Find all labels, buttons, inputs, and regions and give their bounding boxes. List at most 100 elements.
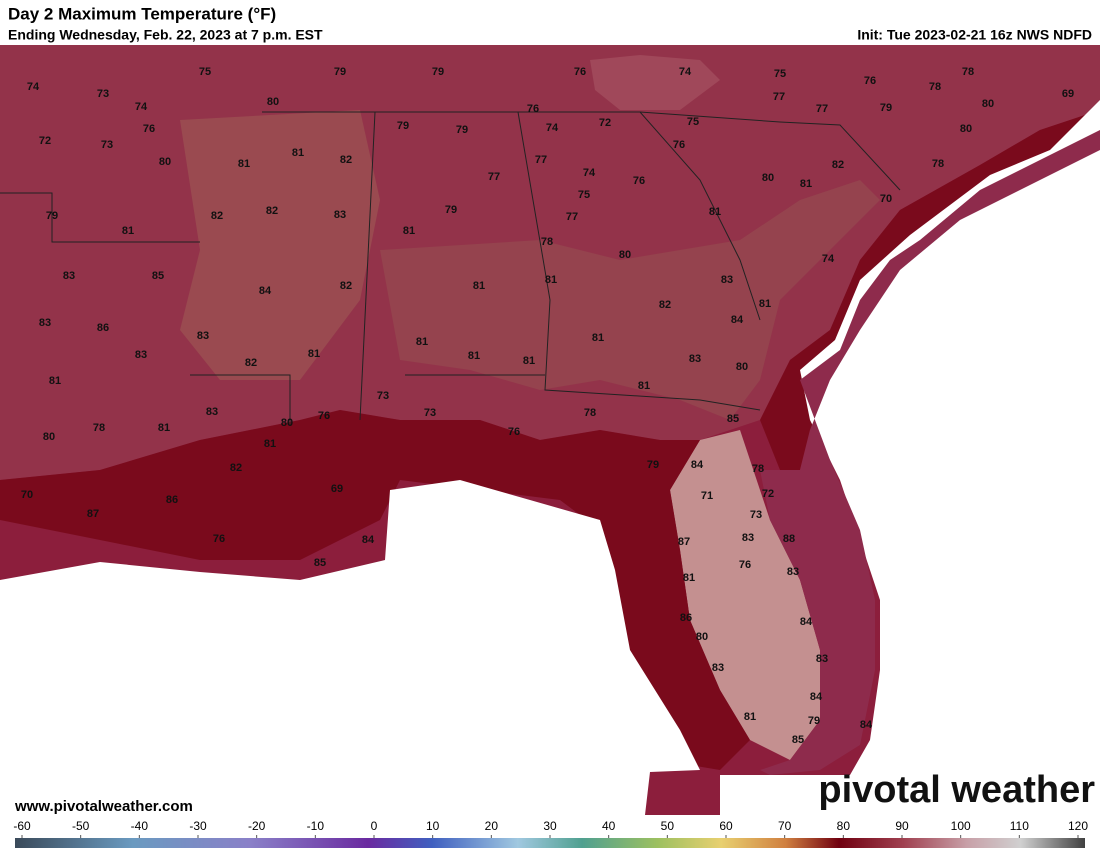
temperature-label: 80 xyxy=(619,249,631,261)
temperature-label: 76 xyxy=(739,559,751,571)
temperature-label: 78 xyxy=(541,236,553,248)
temperature-label: 83 xyxy=(712,662,724,674)
temperature-label: 82 xyxy=(211,210,223,222)
website: www.pivotalweather.com xyxy=(14,798,193,815)
temperature-label: 74 xyxy=(822,253,835,265)
colorbar-tick-label: 40 xyxy=(602,819,616,833)
colorbar-tick-label: 90 xyxy=(895,819,909,833)
temperature-label: 80 xyxy=(960,123,972,135)
temperature-label: 78 xyxy=(932,158,944,170)
temperature-label: 83 xyxy=(334,209,346,221)
temperature-label: 74 xyxy=(135,101,148,113)
colorbar-tick-label: 80 xyxy=(837,819,851,833)
temperature-label: 80 xyxy=(982,98,994,110)
temperature-label: 75 xyxy=(199,66,211,78)
temperature-label: 81 xyxy=(49,375,61,387)
temperature-label: 85 xyxy=(792,734,804,746)
temperature-label: 82 xyxy=(832,159,844,171)
temperature-label: 76 xyxy=(318,410,330,422)
colorbar-tick-label: -30 xyxy=(189,819,207,833)
temperature-label: 81 xyxy=(292,147,304,159)
temperature-label: 80 xyxy=(43,431,55,443)
temperature-label: 80 xyxy=(159,156,171,168)
temperature-label: 81 xyxy=(744,711,756,723)
temperature-label: 76 xyxy=(673,139,685,151)
temperature-label: 71 xyxy=(701,490,713,502)
colorbar-tick-label: 0 xyxy=(371,819,378,833)
temperature-label: 73 xyxy=(750,509,762,521)
temperature-label: 83 xyxy=(63,270,75,282)
temperature-label: 81 xyxy=(468,350,480,362)
temperature-label: 79 xyxy=(432,66,444,78)
temperature-label: 77 xyxy=(488,171,500,183)
temperature-label: 79 xyxy=(880,102,892,114)
temperature-label: 83 xyxy=(39,317,51,329)
colorbar-tick-label: 110 xyxy=(1010,819,1029,833)
colorbar-tick-label: 30 xyxy=(543,819,557,833)
temperature-label: 78 xyxy=(962,66,974,78)
temperature-label: 80 xyxy=(762,172,774,184)
colorbar-tick-label: -20 xyxy=(248,819,266,833)
temperature-label: 69 xyxy=(331,483,343,495)
temperature-label: 84 xyxy=(800,616,813,628)
temperature-label: 73 xyxy=(377,390,389,402)
temperature-label: 73 xyxy=(101,139,113,151)
temperature-label: 70 xyxy=(880,193,892,205)
temperature-label: 83 xyxy=(787,566,799,578)
temperature-label: 85 xyxy=(314,557,326,569)
temperature-label: 75 xyxy=(774,68,786,80)
temperature-label: 84 xyxy=(362,534,375,546)
temperature-label: 81 xyxy=(264,438,276,450)
temperature-label: 72 xyxy=(39,135,51,147)
colorbar-tick-label: -60 xyxy=(13,819,31,833)
temperature-label: 73 xyxy=(97,88,109,100)
temperature-label: 83 xyxy=(206,406,218,418)
temperature-label: 81 xyxy=(592,332,604,344)
temperature-label: 81 xyxy=(800,178,812,190)
temperature-label: 80 xyxy=(696,631,708,643)
temperature-label: 78 xyxy=(929,81,941,93)
temperature-label: 79 xyxy=(647,459,659,471)
temperature-label: 76 xyxy=(864,75,876,87)
temperature-label: 70 xyxy=(21,489,33,501)
temperature-label: 85 xyxy=(152,270,164,282)
colorbar-tick-label: 10 xyxy=(426,819,440,833)
temperature-label: 84 xyxy=(691,459,704,471)
temperature-label: 81 xyxy=(473,280,485,292)
colorbar-tick-label: 70 xyxy=(778,819,792,833)
temperature-label: 81 xyxy=(759,298,771,310)
colorbar-tick-label: -10 xyxy=(307,819,325,833)
temperature-label: 78 xyxy=(93,422,105,434)
temperature-label: 86 xyxy=(166,494,178,506)
temperature-label: 79 xyxy=(46,210,58,222)
temperature-label: 76 xyxy=(508,426,520,438)
temperature-label: 84 xyxy=(810,691,823,703)
temperature-label: 74 xyxy=(679,66,692,78)
temperature-label: 74 xyxy=(583,167,596,179)
temperature-label: 85 xyxy=(727,413,739,425)
temperature-label: 77 xyxy=(773,91,785,103)
temperature-label: 77 xyxy=(535,154,547,166)
temperature-label: 80 xyxy=(281,417,293,429)
init-time: Init: Tue 2023-02-21 16z NWS NDFD xyxy=(857,27,1092,43)
temperature-label: 83 xyxy=(742,532,754,544)
temperature-label: 79 xyxy=(397,120,409,132)
colorbar-tick-label: 20 xyxy=(485,819,499,833)
temperature-label: 81 xyxy=(403,225,415,237)
colorbar-tick-label: -40 xyxy=(131,819,149,833)
temperature-label: 81 xyxy=(709,206,721,218)
temperature-label: 73 xyxy=(424,407,436,419)
temperature-label: 80 xyxy=(736,361,748,373)
temperature-label: 78 xyxy=(584,407,596,419)
temperature-label: 76 xyxy=(633,175,645,187)
temperature-label: 72 xyxy=(762,488,774,500)
temperature-label: 81 xyxy=(545,274,557,286)
temperature-label: 81 xyxy=(158,422,170,434)
temperature-label: 82 xyxy=(245,357,257,369)
temperature-label: 82 xyxy=(266,205,278,217)
temperature-label: 86 xyxy=(97,322,109,334)
temperature-label: 72 xyxy=(599,117,611,129)
temperature-label: 86 xyxy=(680,612,692,624)
